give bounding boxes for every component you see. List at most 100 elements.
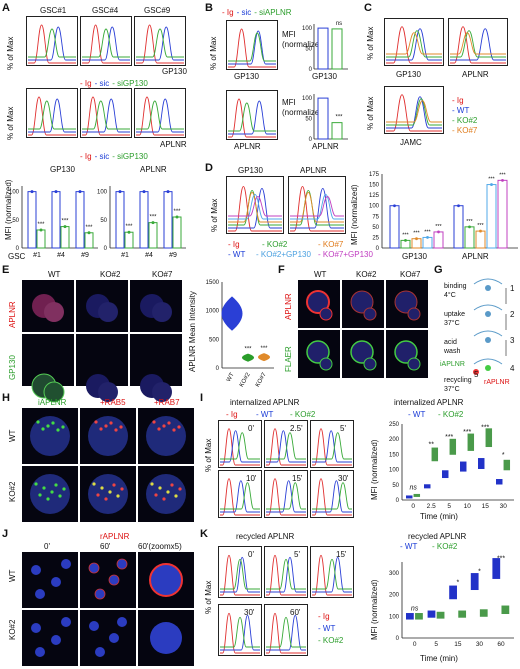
d-hist-gp130: [226, 176, 284, 234]
histogram-curve: [386, 94, 442, 132]
b-mfi-1: MFI: [282, 30, 296, 39]
a-point: [39, 228, 43, 232]
histogram-curves: [228, 185, 282, 232]
d-sig: ***: [435, 224, 442, 230]
i-chart-legend-ko2: - KO#2: [438, 410, 464, 419]
histogram-curves: [312, 428, 352, 466]
e-col-wt: WT: [48, 270, 61, 279]
k-xlabel: Time (min): [420, 654, 458, 663]
histogram-curve: [266, 612, 306, 654]
h-puncta: [152, 420, 156, 424]
i-sig: **: [428, 441, 434, 448]
a-sig: ***: [173, 209, 181, 215]
d-sig: ***: [477, 223, 484, 229]
i-x-tick: 5: [447, 503, 451, 510]
h-puncta: [157, 427, 161, 431]
i-bar-chart: 0 50 100 150 200 250 0 ns 2.5 ** 5 *** 10 *** 15 *** 30 *: [389, 422, 514, 510]
i-time-10: 10': [246, 474, 257, 483]
i-time-30: 30': [338, 474, 349, 483]
e-cell-drawings: [31, 294, 172, 403]
a-bar-siGP130: [172, 216, 182, 249]
a-hist-gp130-3: [134, 16, 186, 66]
i-x-tick: 10: [464, 503, 472, 510]
histogram-curve: [386, 32, 442, 55]
b-legend-siaplnr: - siAPLNR: [254, 8, 292, 17]
j-row-ko2: KO#2: [8, 619, 17, 640]
histogram-curves: [220, 554, 260, 596]
f-cell: [319, 307, 333, 321]
histogram-curve: [266, 480, 306, 513]
k-time-0: 0': [248, 550, 254, 559]
a-point: [78, 190, 82, 194]
a-y-tick: 0: [104, 246, 108, 252]
d-bar-WT: [453, 205, 464, 249]
histogram-curves: [220, 612, 260, 654]
a-y-tick: 100: [9, 190, 20, 196]
histogram-curve: [136, 100, 184, 130]
b-y-tick: 100: [302, 26, 313, 32]
i-y-tick: 50: [392, 483, 399, 489]
h-puncta: [114, 428, 118, 432]
histogram-curves: [228, 98, 276, 138]
i-pct-max: % of Max: [204, 438, 213, 472]
histogram-curves: [82, 96, 130, 136]
d-point: [437, 230, 440, 234]
histogram-curve: [450, 30, 506, 58]
a-sig: ***: [149, 215, 157, 221]
d-legend-ko7gp: - KO#7+GP130: [318, 250, 373, 259]
k-sig: ***: [497, 556, 505, 563]
histogram-curve: [290, 185, 344, 232]
histogram-curve: [312, 432, 352, 460]
histogram-curves: [290, 185, 344, 232]
a-legend-sigp130: - siGP130: [112, 79, 148, 88]
c-legend-ko7: - KO#7: [452, 126, 478, 135]
histogram-curve: [312, 430, 352, 463]
i-title: internalized APLNR: [230, 398, 300, 407]
a-sig: ***: [125, 224, 133, 230]
histogram-curve: [312, 478, 352, 516]
histogram-curve: [28, 28, 76, 58]
histogram-curves: [386, 94, 442, 132]
histogram-curves: [266, 428, 306, 466]
b-norm-1: (normalized): [282, 40, 327, 49]
a-aplnr-label: APLNR: [160, 140, 187, 149]
k-y-tick: 200: [389, 593, 400, 599]
b-norm-2: (normalized): [282, 108, 327, 117]
d-bar-KO#2: [464, 226, 475, 249]
f-cell: [319, 357, 333, 371]
d-y-tick: 50: [372, 225, 379, 231]
i-box-WT: [442, 470, 449, 479]
histogram-curve: [386, 100, 442, 123]
k-chart-title: recycled APLNR: [408, 532, 467, 541]
j-cell: [61, 617, 71, 627]
k-sig: ns: [411, 605, 419, 612]
a-x-tick: #9: [81, 252, 89, 259]
i-legend-ko2: - KO#2: [290, 410, 316, 419]
a-legend-ig-2: - Ig: [80, 152, 92, 161]
g-workflow-diagram: [473, 278, 507, 375]
d-hist-aplnr: [288, 176, 346, 234]
e-y-tick: 1000: [206, 309, 220, 315]
k-box-KO#2: [501, 605, 510, 615]
e-violin: [221, 296, 243, 331]
histogram-curve: [228, 195, 282, 217]
panel-label-d: D: [205, 162, 213, 174]
histogram-curve: [136, 28, 184, 58]
k-box-KO#2: [458, 610, 467, 618]
a-x-tick: #4: [145, 252, 153, 259]
k-title: recycled APLNR: [236, 532, 295, 541]
i-chart-legend-wt: - WT: [408, 410, 426, 419]
g-num-2: 2: [510, 310, 515, 319]
h-puncta: [119, 425, 123, 429]
e-y-tick: 500: [209, 337, 220, 343]
c-legend-wt: - WT: [452, 106, 470, 115]
d-y-tick: 125: [369, 193, 380, 199]
h-puncta: [162, 424, 166, 428]
histogram-curve: [266, 430, 306, 463]
i-sig: ***: [481, 425, 489, 432]
a-bar-chart: 0 50 100 *** #1 *** #4 *** #9 0 50 100 *** #1 *** #4 ***…: [9, 186, 186, 259]
k-legend-wt: - WT: [318, 624, 336, 633]
c-pct-max: % of Max: [366, 26, 375, 60]
d-point: [393, 204, 396, 208]
d-y-tick: 25: [372, 235, 379, 241]
